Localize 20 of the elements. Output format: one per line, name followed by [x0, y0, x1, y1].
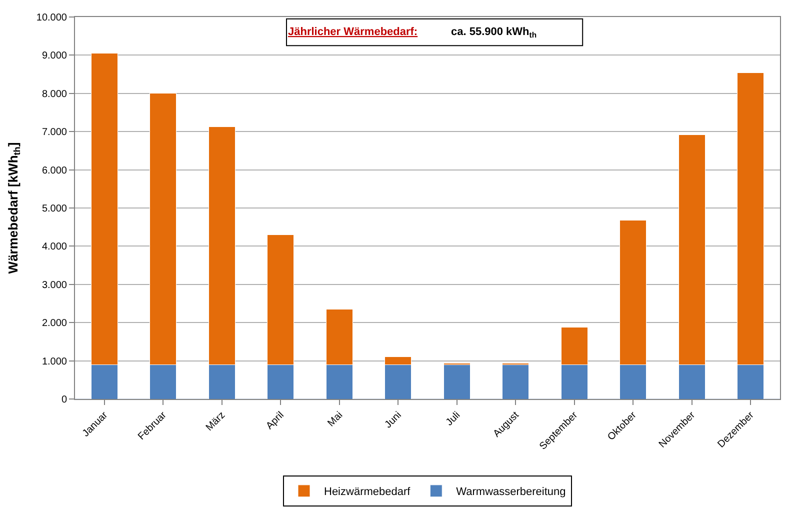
legend-label: Heizwärmebedarf [324, 486, 412, 498]
bar [502, 364, 530, 399]
y-tick-label: 7.000 [42, 127, 68, 138]
y-tick-label: 4.000 [42, 242, 68, 253]
y-tick-label: 9.000 [42, 50, 68, 62]
y-tick-label: 2.000 [42, 318, 68, 330]
x-tick-label: Juni [383, 410, 404, 431]
y-tick-label: 6.000 [42, 165, 68, 176]
x-tick-label: Mai [326, 410, 346, 430]
annotation: ca. 55.900 kWh$_{th}$ [451, 26, 537, 40]
y-tick-label: 0 [61, 394, 68, 406]
annotation: Jährlicher Wärmebedarf: [288, 26, 418, 38]
y-tick-label: 3.000 [42, 280, 68, 291]
y-tick-label: 8.000 [42, 88, 68, 100]
bar [443, 364, 470, 399]
y-tick-label: 1.000 [42, 356, 68, 368]
y-tick-label: 10.000 [36, 12, 68, 24]
legend-label: Warmwasserbereitung [456, 486, 566, 498]
y-tick-label: 5.000 [42, 204, 68, 214]
x-tick-label: Juli [444, 410, 463, 428]
